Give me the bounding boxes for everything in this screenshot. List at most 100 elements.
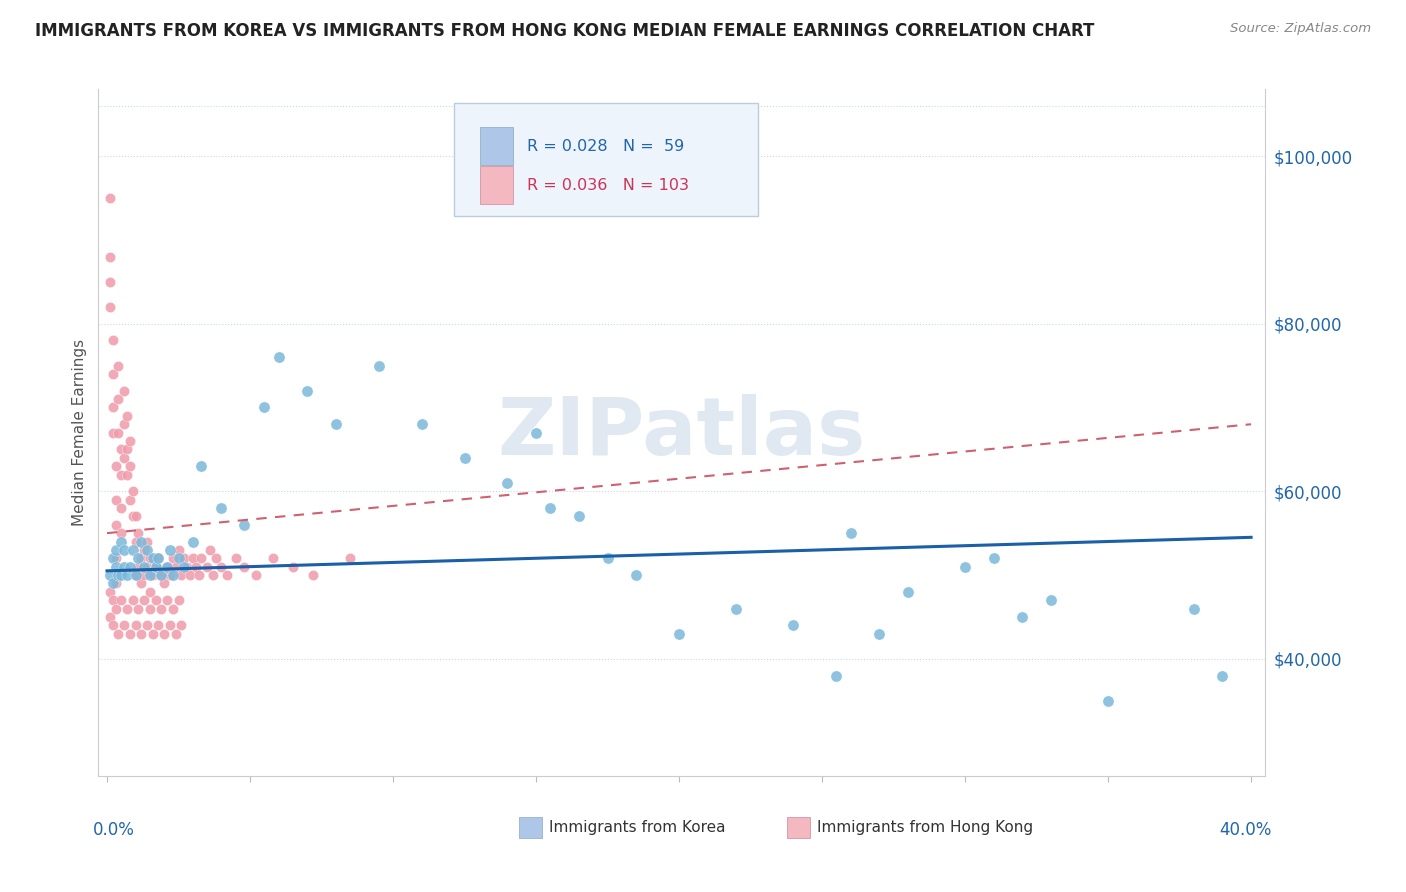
Point [110, 467, 132, 482]
FancyBboxPatch shape [454, 103, 758, 216]
Point [162, 551, 184, 566]
Point [115, 601, 138, 615]
Text: Immigrants from Korea: Immigrants from Korea [548, 820, 725, 835]
Point [136, 534, 159, 549]
Point [538, 501, 561, 516]
Point [624, 568, 647, 582]
Point [150, 568, 173, 582]
Point [110, 568, 132, 582]
Point [782, 618, 804, 632]
Point [98, 568, 121, 582]
Point [121, 542, 143, 557]
Point [159, 618, 181, 632]
Text: R = 0.036   N = 103: R = 0.036 N = 103 [527, 178, 689, 193]
Point [159, 542, 181, 557]
Text: ZIPatlas: ZIPatlas [498, 393, 866, 472]
Point [110, 593, 132, 607]
Point [170, 618, 193, 632]
Point [127, 526, 149, 541]
Point [209, 559, 232, 574]
Point [112, 384, 135, 398]
Point [101, 334, 124, 348]
Point [233, 517, 256, 532]
Point [107, 425, 129, 440]
Point [139, 601, 162, 615]
Point [190, 551, 212, 566]
Point [1011, 610, 1033, 624]
Point [167, 593, 190, 607]
Point [139, 584, 162, 599]
Point [107, 626, 129, 640]
Point [156, 559, 179, 574]
Point [127, 601, 149, 615]
Point [98, 275, 121, 289]
Point [145, 559, 167, 574]
Point [127, 559, 149, 574]
Point [104, 459, 127, 474]
Point [159, 568, 181, 582]
Point [245, 568, 267, 582]
Point [153, 576, 176, 591]
Point [112, 559, 135, 574]
Point [124, 509, 146, 524]
Point [150, 568, 173, 582]
Point [115, 442, 138, 457]
Point [110, 534, 132, 549]
Point [131, 626, 153, 640]
Point [118, 434, 141, 448]
Point [195, 559, 218, 574]
Point [110, 501, 132, 516]
Point [145, 559, 167, 574]
FancyBboxPatch shape [479, 166, 513, 204]
Point [118, 492, 141, 507]
Point [209, 501, 232, 516]
Point [98, 584, 121, 599]
Text: 0.0%: 0.0% [93, 821, 135, 838]
Point [156, 559, 179, 574]
Point [115, 467, 138, 482]
Point [953, 559, 976, 574]
Point [167, 551, 190, 566]
Point [297, 384, 319, 398]
Point [145, 593, 167, 607]
Text: 40.0%: 40.0% [1219, 821, 1271, 838]
Point [104, 601, 127, 615]
FancyBboxPatch shape [519, 817, 541, 838]
Point [302, 568, 325, 582]
Point [1097, 693, 1119, 707]
Point [162, 568, 184, 582]
Point [139, 568, 162, 582]
Point [136, 542, 159, 557]
Point [267, 350, 290, 364]
Point [165, 559, 187, 574]
Point [142, 568, 165, 582]
Point [101, 618, 124, 632]
Point [897, 584, 920, 599]
Point [184, 559, 207, 574]
Point [225, 551, 247, 566]
Point [165, 626, 187, 640]
Point [453, 450, 475, 465]
Text: Immigrants from Hong Kong: Immigrants from Hong Kong [817, 820, 1033, 835]
Point [281, 559, 304, 574]
Point [201, 568, 224, 582]
Point [107, 568, 129, 582]
Point [107, 359, 129, 373]
Point [124, 568, 146, 582]
Point [101, 367, 124, 381]
FancyBboxPatch shape [787, 817, 810, 838]
Point [187, 568, 209, 582]
Point [725, 601, 748, 615]
Point [148, 551, 170, 566]
Point [110, 526, 132, 541]
Text: Source: ZipAtlas.com: Source: ZipAtlas.com [1230, 22, 1371, 36]
Point [104, 492, 127, 507]
Point [131, 576, 153, 591]
Point [124, 534, 146, 549]
Point [983, 551, 1005, 566]
Point [204, 551, 226, 566]
Point [1211, 668, 1233, 682]
Point [1182, 601, 1205, 615]
Text: R = 0.028   N =  59: R = 0.028 N = 59 [527, 139, 683, 153]
Point [181, 551, 204, 566]
